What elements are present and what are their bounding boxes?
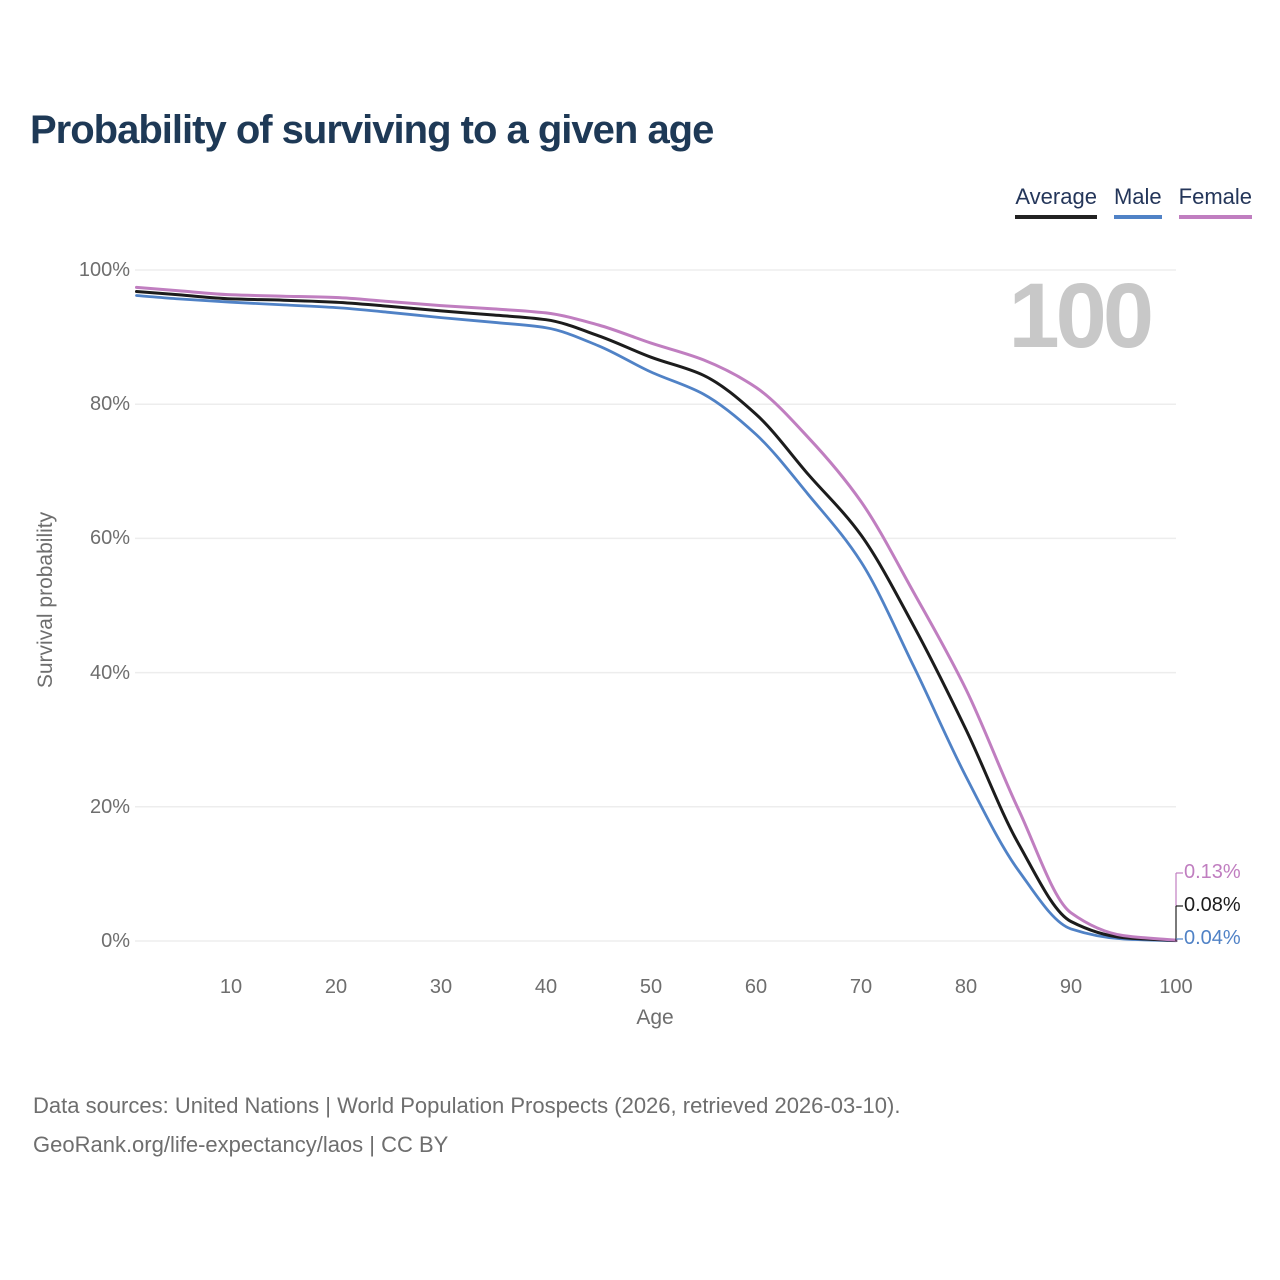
- x-tick-label: 60: [744, 976, 768, 998]
- y-tick-label: 80%: [89, 393, 130, 416]
- series-line-average: [135, 290, 1178, 942]
- series-end-label: 0.08%: [1184, 894, 1241, 916]
- x-tick-label: 30: [429, 976, 453, 998]
- x-tick-label: 50: [639, 976, 663, 998]
- data-source-line: Data sources: United Nations | World Pop…: [33, 1093, 901, 1118]
- x-tick-label: 40: [534, 976, 558, 998]
- page-title: Probability of surviving to a given age: [30, 108, 714, 152]
- legend-item-female[interactable]: Female: [1178, 184, 1252, 219]
- legend-item-average[interactable]: Average: [1015, 184, 1097, 219]
- data-source-attribution: Data sources: United Nations | World Pop…: [33, 1086, 900, 1164]
- x-tick-label: 70: [849, 976, 873, 998]
- y-tick-label: 60%: [89, 527, 130, 550]
- y-tick-label: 0%: [101, 930, 130, 952]
- y-axis-title: Survival probability: [34, 511, 57, 689]
- x-tick-label: 100: [1159, 976, 1193, 998]
- x-tick-label: 10: [219, 976, 243, 998]
- y-tick-label: 100%: [78, 259, 130, 281]
- y-tick-label: 40%: [89, 661, 130, 684]
- series-line-female: [135, 285, 1178, 942]
- series-end-label: 0.04%: [1184, 927, 1241, 949]
- series-line-male: [135, 294, 1178, 943]
- license-line: GeoRank.org/life-expectancy/laos | CC BY: [33, 1132, 449, 1157]
- x-axis-title: Age: [636, 1006, 674, 1029]
- x-tick-label: 80: [954, 976, 978, 998]
- x-tick-label: 20: [324, 976, 348, 998]
- x-tick-label: 90: [1059, 976, 1083, 998]
- series-end-label: 0.13%: [1184, 861, 1241, 883]
- legend: Average Male Female: [1015, 184, 1252, 219]
- legend-item-male[interactable]: Male: [1113, 184, 1162, 219]
- y-tick-label: 20%: [89, 795, 130, 818]
- hovered-age-readout: 100: [1008, 265, 1154, 367]
